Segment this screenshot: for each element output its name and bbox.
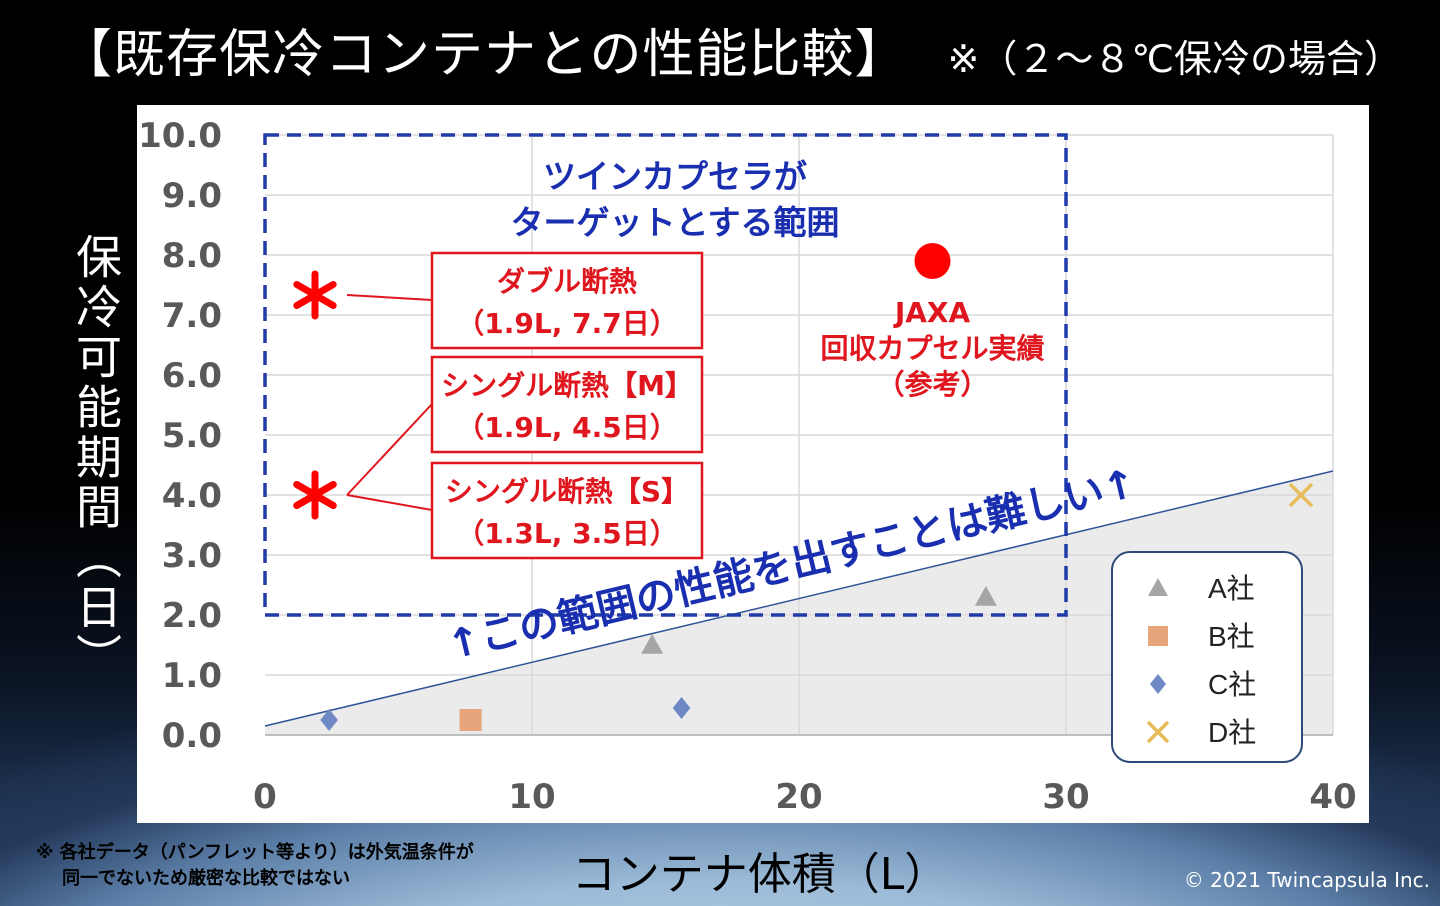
data-point: [974, 586, 997, 606]
data-point: [1288, 482, 1314, 508]
data-point: [320, 709, 338, 731]
slide-title: 【既存保冷コンテナとの性能比較】 ※（２～８℃保冷の場合）: [60, 12, 1420, 92]
trend-line: [264, 470, 1334, 727]
footnote-line-1: ※ 各社データ（パンフレット等より）は外気温条件が: [36, 842, 474, 863]
jaxa-point: [914, 243, 951, 279]
x-tick-label: 20: [775, 777, 822, 817]
asterisk-stroke: [293, 481, 337, 509]
y-tick-label: 8.0: [162, 236, 222, 276]
y-tick-label: 4.0: [162, 476, 222, 516]
x-tick-labels: 0 10 20 30 40: [253, 777, 1357, 817]
annotation-box-line-2: （1.3L, 3.5日）: [456, 517, 677, 550]
annotation-box: [430, 251, 704, 350]
x-tick-label: 10: [508, 777, 555, 817]
leader-line: [346, 494, 433, 511]
y-tick-label: 7.0: [162, 296, 222, 336]
y-tick-label: 10.0: [138, 116, 222, 156]
x-tick-label: 40: [1309, 777, 1356, 817]
y-axis-label: 保冷可能期間（日）: [69, 233, 123, 683]
jaxa-label-2: 回収カプセル実績: [820, 332, 1044, 365]
legend-label: C社: [1208, 669, 1256, 700]
y-tick-labels: 0.0 1.0 2.0 3.0 4.0 5.0 6.0 7.0 8.0 9.0 10.0: [138, 116, 222, 756]
target-region: [263, 133, 1068, 617]
legend-marker: [1146, 720, 1170, 744]
y-tick-label: 5.0: [162, 416, 222, 456]
title-main: 【既存保冷コンテナとの性能比較】: [60, 25, 908, 85]
y-tick-label: 9.0: [162, 176, 222, 216]
legend-marker: [1148, 578, 1168, 596]
annotation-box-line-1: シングル断熱【S】: [445, 475, 689, 508]
data-point: [641, 634, 664, 654]
y-tick-label: 1.0: [162, 656, 222, 696]
data-point: [672, 697, 691, 719]
title-sub: ※（２～８℃保冷の場合）: [947, 37, 1403, 81]
x-tick-label: 0: [253, 777, 277, 817]
annotation-box-line-1: ダブル断熱: [497, 265, 637, 298]
annotation-box: [430, 355, 704, 454]
x-tick-label: 30: [1042, 777, 1089, 817]
annotation-box-line-2: （1.9L, 4.5日）: [456, 411, 677, 444]
jaxa-label-3: （参考）: [876, 368, 988, 401]
y-tick-label: 3.0: [162, 536, 222, 576]
legend-label: A社: [1208, 573, 1255, 604]
data-point: [459, 709, 482, 731]
copyright: © 2021 Twincapsula Inc.: [1183, 868, 1430, 892]
legend-label: D社: [1208, 717, 1256, 748]
legend: A社 B社 C社 D社: [1111, 551, 1303, 763]
legend-box: [1111, 551, 1303, 763]
legend-marker: [1150, 674, 1166, 694]
leader-line: [346, 294, 433, 301]
target-region-label-1: ツインカプセラが: [543, 157, 807, 196]
x-axis-label: コンテナ体積（L）: [571, 849, 949, 900]
annotation-box-line-1: シングル断熱【M】: [441, 369, 693, 402]
footnote: ※ 各社データ（パンフレット等より）は外気温条件が 同一でないため厳密な比較では…: [36, 840, 556, 892]
annotation-box: [430, 461, 704, 560]
y-tick-label: 0.0: [162, 716, 222, 756]
y-tick-label: 6.0: [162, 356, 222, 396]
annotation-boxes: ダブル断熱 （1.9L, 7.7日） シングル断熱【M】 （1.9L, 4.5日） シン…: [430, 251, 704, 560]
footnote-line-2: 同一でないため厳密な比較ではない: [62, 868, 350, 889]
jaxa-label-1: JAXA: [893, 296, 971, 329]
data-points: [320, 482, 1314, 731]
leader-lines: [346, 294, 433, 511]
asterisk-markers: [293, 270, 337, 520]
asterisk-stroke: [293, 281, 337, 309]
legend-label: B社: [1208, 621, 1255, 652]
target-region-label-2: ターゲットとする範囲: [510, 203, 839, 242]
y-tick-label: 2.0: [162, 596, 222, 636]
leader-line: [346, 403, 433, 496]
legend-marker: [1148, 626, 1168, 646]
annotation-box-line-2: （1.9L, 7.7日）: [456, 307, 677, 340]
